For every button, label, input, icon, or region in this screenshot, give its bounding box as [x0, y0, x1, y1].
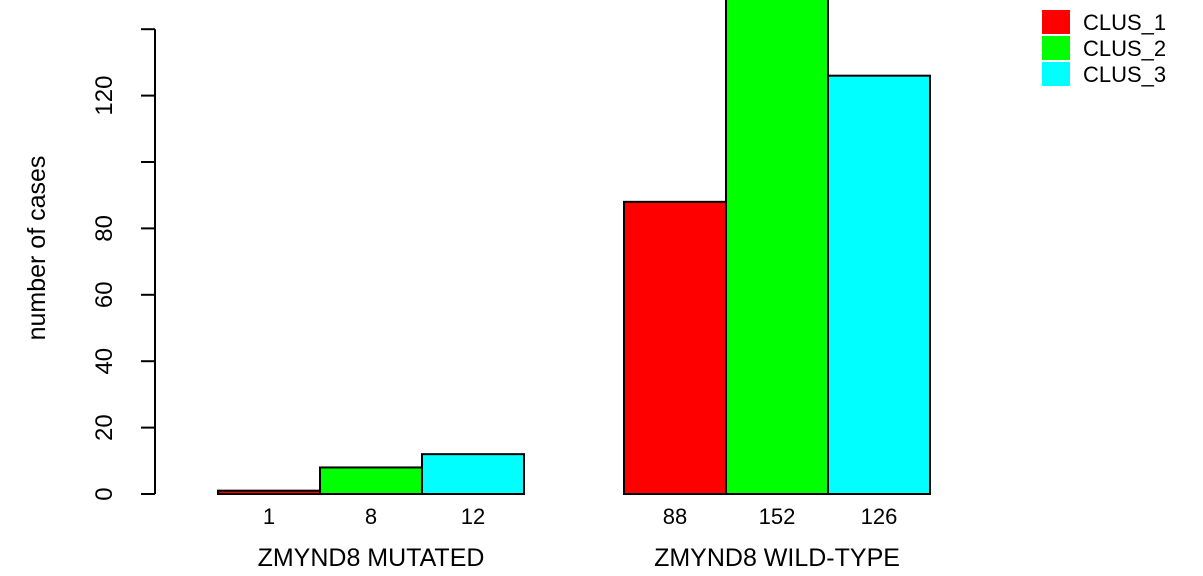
data-label: 152 — [759, 504, 796, 529]
bar-clus-2 — [319, 466, 423, 496]
legend-swatch — [1042, 36, 1070, 60]
data-label: 8 — [365, 504, 377, 529]
y-axis: 0 20 40 60 80 120 — [91, 28, 156, 501]
data-label: 12 — [461, 504, 485, 529]
x-category-label: ZMYND8 MUTATED — [258, 544, 485, 572]
y-tick-label: 0 — [91, 487, 118, 500]
bar-clus-1 — [623, 200, 727, 495]
legend-label: CLUS_3 — [1083, 62, 1166, 87]
plot-area: 1 8 12 ZMYND8 MUTATED 88 152 126 ZMYND8 WILD-TY… — [217, 0, 931, 572]
bar-clus-1 — [217, 489, 321, 495]
y-tick-label: 60 — [91, 281, 118, 308]
bar-clus-2 — [725, 0, 829, 496]
y-tick-label: 80 — [91, 215, 118, 242]
bar-clus-3 — [421, 453, 525, 496]
x-category-label: ZMYND8 WILD-TYPE — [654, 544, 900, 572]
y-tick-label: 40 — [91, 348, 118, 375]
legend-label: CLUS_2 — [1083, 36, 1166, 61]
legend-swatch — [1042, 62, 1070, 86]
legend-label: CLUS_1 — [1083, 10, 1166, 35]
y-axis-label: number of cases — [23, 156, 51, 341]
bar-clus-3 — [827, 74, 931, 496]
y-tick-label: 20 — [91, 414, 118, 441]
legend-swatch — [1042, 10, 1070, 34]
data-label: 88 — [663, 504, 687, 529]
data-label: 1 — [263, 504, 275, 529]
data-label: 126 — [861, 504, 898, 529]
y-tick-label: 120 — [91, 76, 118, 116]
